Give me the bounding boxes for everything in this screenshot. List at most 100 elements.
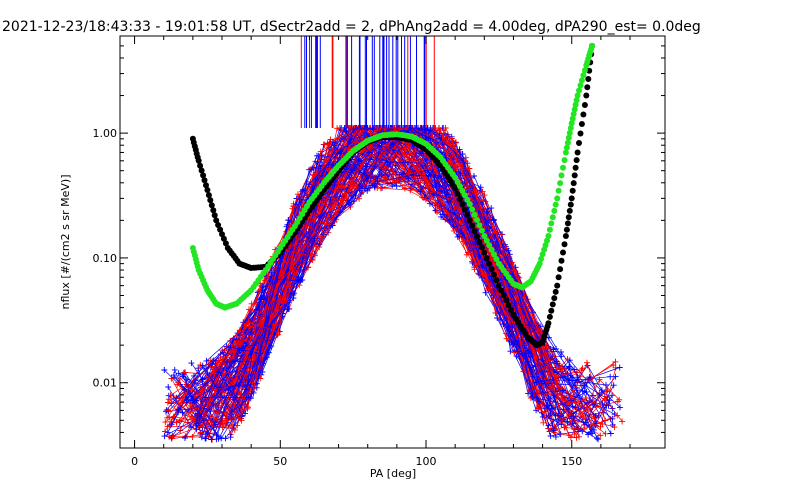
fit-point [544, 237, 550, 244]
fit-point [213, 217, 220, 224]
fit-point [572, 101, 579, 108]
fit-point [210, 207, 217, 214]
fit-point [505, 302, 512, 309]
fit-point [576, 140, 582, 146]
fit-point [563, 144, 570, 151]
fit-point [565, 134, 572, 141]
fit-point [549, 214, 556, 221]
y-axis-label: nflux [#/(cm2 s sr MeV)] [59, 175, 72, 310]
fit-point [573, 157, 580, 164]
fit-point [474, 233, 480, 240]
x-tick-label: 100 [416, 455, 437, 468]
fit-point [555, 274, 562, 281]
fit-point [572, 164, 579, 171]
fit-point [207, 197, 214, 204]
fit-point [549, 301, 556, 308]
fit-point [461, 192, 468, 199]
fit-point [493, 277, 500, 284]
fit-point [481, 233, 488, 239]
fit-point [203, 182, 209, 189]
fit-point [541, 246, 548, 253]
fit-point [198, 167, 205, 174]
fit-point [570, 180, 577, 187]
fit-point [578, 121, 585, 127]
fit-point [577, 130, 584, 137]
fit-point [545, 233, 552, 239]
fit-point [546, 313, 553, 320]
fit-point [457, 183, 463, 190]
fit-point [488, 246, 495, 253]
fit-point [586, 67, 593, 74]
fit-point [459, 187, 466, 194]
fit-point [561, 241, 568, 248]
fit-point [208, 202, 215, 209]
fit-point [571, 172, 578, 179]
fit-point [554, 195, 561, 202]
fit-point [560, 164, 566, 171]
fit-point [539, 251, 546, 258]
trace-markers [180, 125, 598, 443]
fit-point [577, 82, 584, 89]
fit-point [469, 206, 476, 213]
fit-point [491, 271, 497, 278]
fit-point [508, 307, 514, 313]
fit-point [542, 242, 549, 249]
fit-point [562, 233, 569, 239]
fit-point [564, 220, 571, 227]
fit-point [581, 67, 588, 74]
fit-point [220, 235, 227, 242]
chart-title: 2021-12-23/18:43:33 - 19:01:58 UT, dSect… [2, 19, 701, 35]
fit-point [500, 292, 507, 299]
fit-point [457, 196, 463, 203]
fit-point [486, 242, 493, 249]
fit-point [219, 231, 225, 238]
fit-point [464, 196, 471, 203]
fit-point [471, 228, 478, 235]
fit-point [558, 172, 565, 179]
fit-point [583, 92, 590, 99]
x-axis-label: PA [deg] [370, 467, 416, 480]
y-tick-label: 0.10 [93, 252, 118, 265]
fit-point [565, 214, 572, 221]
fit-point [570, 111, 577, 117]
fit-point [538, 256, 545, 262]
trace-line [178, 127, 612, 434]
fit-point [563, 226, 570, 233]
trace-line [171, 127, 603, 425]
fit-point [474, 217, 480, 223]
fit-point [454, 190, 461, 197]
fit-point [469, 222, 476, 229]
fit-point [566, 130, 573, 136]
fit-point [585, 76, 592, 82]
fit-point [201, 177, 208, 184]
fit-point [558, 257, 565, 264]
series-black-fit [189, 42, 596, 349]
fit-point [464, 212, 471, 218]
fit-point [461, 206, 468, 213]
fit-point [459, 201, 466, 208]
x-tick-label: 50 [273, 455, 287, 468]
fit-point [557, 180, 564, 187]
fit-point [561, 157, 568, 164]
fit-point [555, 187, 562, 194]
fit-point [536, 260, 543, 267]
fit-point [568, 120, 575, 127]
fit-point [551, 207, 558, 214]
fit-point [476, 222, 483, 229]
series-green-fit [189, 42, 596, 311]
fit-point [569, 187, 576, 194]
fit-point [584, 84, 591, 91]
fit-point [580, 72, 587, 79]
fit-point [557, 266, 564, 273]
x-tick-label: 0 [131, 455, 138, 468]
fit-point [548, 307, 555, 314]
fit-point [567, 125, 574, 132]
fit-point [488, 266, 495, 273]
trace-line [196, 127, 576, 416]
fit-point [566, 207, 573, 214]
fit-point [576, 87, 582, 94]
fit-point [568, 195, 575, 202]
fit-point [478, 227, 485, 234]
fit-point [493, 256, 500, 262]
